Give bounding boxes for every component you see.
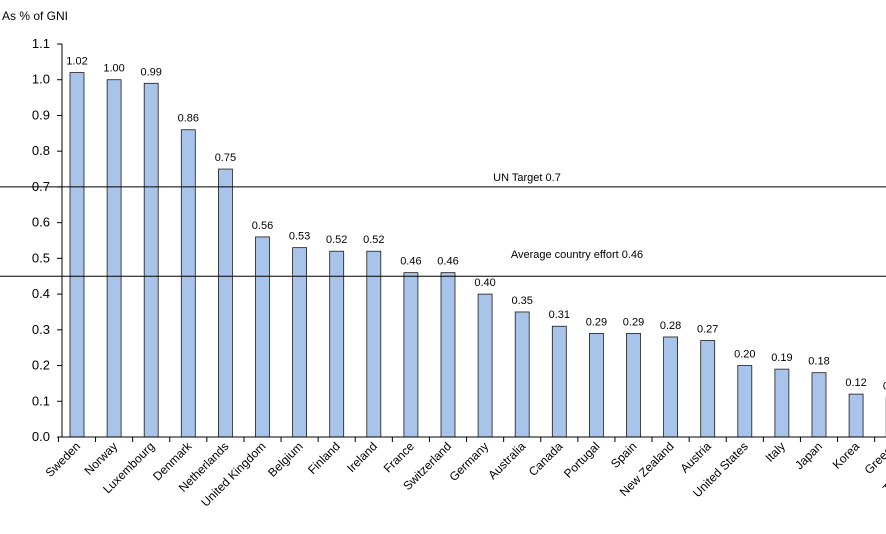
bar-luxembourg	[143, 82, 159, 438]
y-axis-label: As % of GNI	[2, 9, 68, 23]
data-label: 0.20	[734, 349, 755, 361]
bar-united-states	[737, 365, 753, 438]
category-label: Sweden	[43, 439, 84, 480]
data-label: 0.35	[511, 295, 532, 307]
bar-japan	[811, 372, 827, 438]
y-tick-label: 0.0	[32, 429, 50, 444]
y-tick-label: 0.4	[32, 286, 50, 301]
category-label: Korea	[830, 439, 863, 472]
data-label: 0.28	[660, 320, 681, 332]
bar-germany	[477, 293, 493, 438]
category-label: Spain	[608, 439, 640, 471]
category-label: Italy	[763, 439, 788, 464]
y-tick-label: 0.5	[32, 250, 50, 265]
y-tick-label: 0.2	[32, 358, 50, 373]
data-label: 0.56	[252, 220, 273, 232]
bar-sweden	[69, 72, 85, 438]
category-label: Greece	[862, 439, 886, 477]
bar-new-zealand	[663, 336, 678, 438]
category-label: Australia	[485, 439, 528, 482]
data-label: 1.02	[66, 56, 87, 68]
bar-korea	[848, 393, 864, 438]
data-label: 0.11	[883, 381, 886, 393]
y-tick-label: 0.3	[32, 322, 50, 337]
y-tick-label: 0.1	[32, 393, 50, 408]
category-label: Belgium	[265, 439, 306, 480]
category-label: France	[381, 439, 418, 476]
bar-italy	[774, 368, 790, 438]
bar-netherlands	[217, 168, 233, 438]
data-labels: 1.02 1.00 0.99 0.86 0.75 0.56 0.53 0.52 0.52 0.46…	[66, 56, 886, 393]
data-label: 0.86	[178, 113, 199, 125]
data-label: 0.52	[363, 234, 384, 246]
category-label: Germany	[446, 439, 491, 484]
bar-united-kingdom	[255, 236, 270, 438]
bar-canada	[551, 325, 567, 438]
category-label: United Kingdom	[198, 439, 268, 509]
bar-austria	[700, 340, 716, 438]
bar-portugal	[589, 332, 604, 438]
data-label: 0.53	[289, 231, 310, 243]
y-tick-label: 0.6	[32, 215, 50, 230]
category-label: Finland	[305, 439, 343, 477]
data-label: 0.46	[400, 256, 421, 268]
data-label: 0.12	[845, 377, 866, 389]
data-label: 0.29	[623, 316, 644, 328]
data-label: 0.40	[474, 277, 495, 289]
bar-finland	[329, 250, 345, 438]
data-label: 0.19	[771, 352, 792, 364]
data-label: 0.27	[697, 324, 718, 336]
reference-line-label: Average country effort 0.46	[511, 249, 643, 261]
category-label: Ireland	[344, 439, 380, 475]
data-label: 1.00	[103, 63, 124, 75]
data-label: 0.99	[140, 66, 161, 78]
x-axis: SwedenNorwayLuxembourgDenmarkNetherlands…	[43, 436, 886, 510]
reference-line-label: UN Target 0.7	[493, 172, 561, 184]
bar-france	[403, 272, 419, 438]
bar-spain	[626, 332, 641, 438]
data-label: 0.29	[586, 316, 607, 328]
y-tick-label: 1.1	[32, 36, 50, 51]
category-label: Austria	[678, 439, 715, 476]
data-label: 0.46	[437, 256, 458, 268]
y-tick-label: 0.9	[32, 107, 50, 122]
bar-norway	[106, 79, 122, 438]
y-tick-label: 1.0	[32, 72, 50, 87]
bar-ireland	[366, 250, 382, 438]
reference-lines: UN Target 0.7 Average country effort 0.46	[0, 172, 886, 277]
data-label: 0.18	[808, 356, 829, 368]
category-label: Portugal	[561, 439, 603, 481]
bars	[69, 72, 886, 438]
bar-switzerland	[440, 272, 456, 438]
category-label: Japan	[792, 439, 825, 472]
data-label: 0.31	[549, 309, 570, 321]
bar-australia	[514, 311, 530, 438]
data-label: 0.52	[326, 234, 347, 246]
bar-denmark	[180, 129, 196, 438]
data-label: 0.75	[215, 152, 236, 164]
y-axis: 0.00.10.20.30.40.50.60.70.80.91.01.1	[32, 36, 63, 444]
y-tick-label: 0.8	[32, 143, 50, 158]
category-label: Canada	[526, 439, 566, 479]
